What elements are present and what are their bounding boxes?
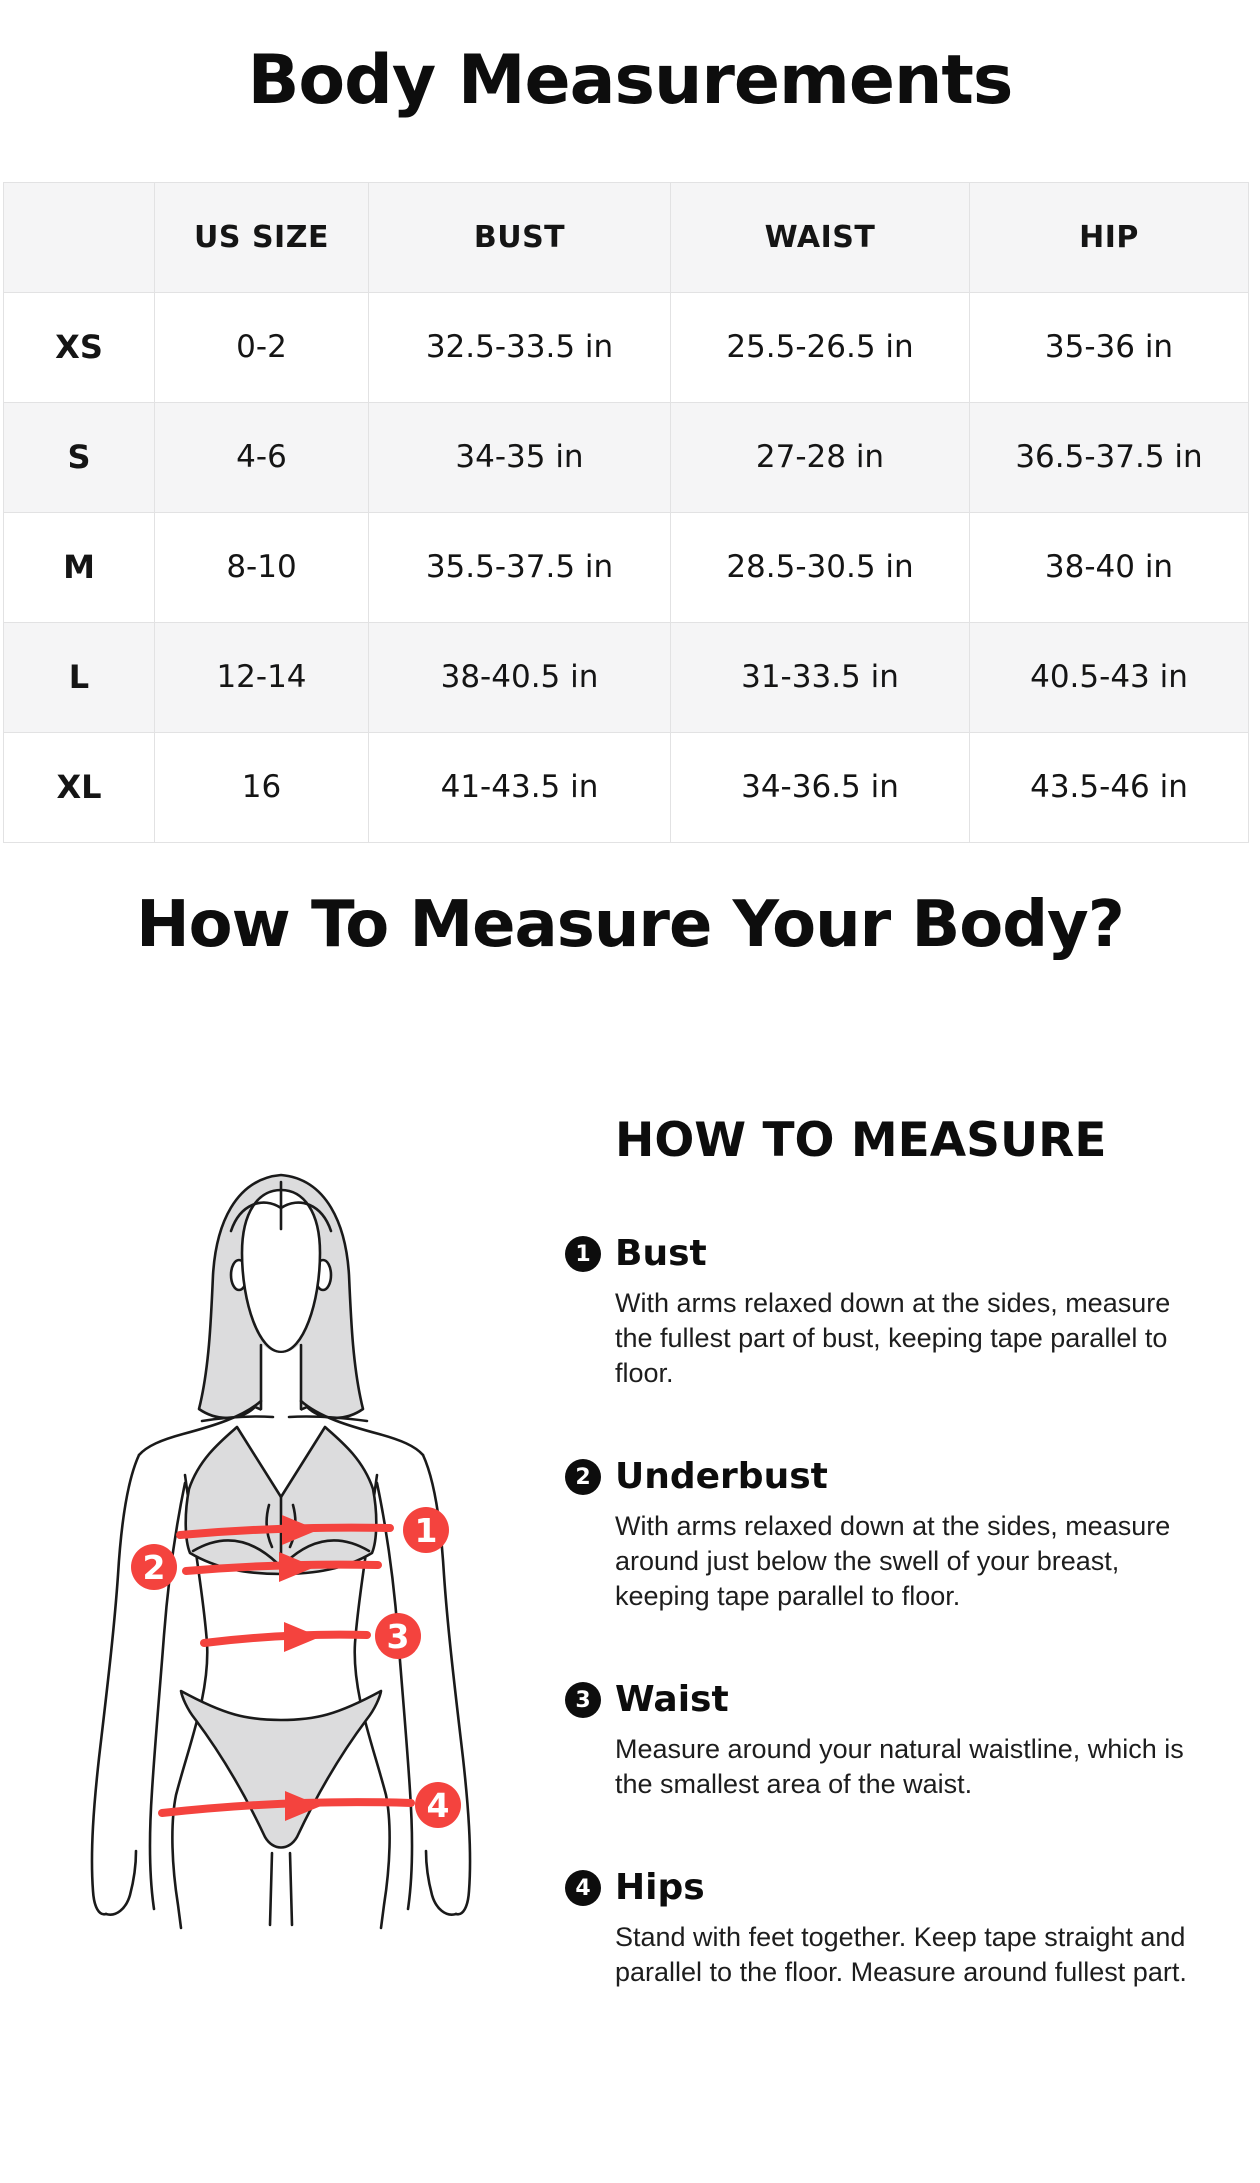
arrow-bust — [282, 1515, 318, 1546]
figure-marker-4-number: 4 — [427, 1786, 450, 1825]
size-label-s: S — [3, 401, 155, 513]
item-label: Bust — [615, 1233, 707, 1275]
cell-m-waist: 28.5-30.5 in — [670, 511, 970, 623]
arrow-underbust — [279, 1552, 315, 1583]
figure-marker-3-number: 3 — [387, 1617, 410, 1656]
measure-section: 1 2 3 4 HOW TO MEASURE 1 Bust With arms … — [0, 1113, 1260, 1990]
header-cell-waist: WAIST — [670, 181, 970, 293]
table-row-l: L 12-14 38-40.5 in 31-33.5 in 40.5-43 in — [3, 621, 1249, 733]
size-label-xl: XL — [3, 731, 155, 843]
body-figure-svg: 1 2 3 4 — [90, 1174, 472, 1930]
cell-xs-us-size: 0-2 — [154, 291, 369, 403]
item-number-badge: 2 — [565, 1459, 601, 1496]
hand-right — [424, 1850, 458, 1917]
cell-l-hip: 40.5-43 in — [969, 621, 1249, 733]
how-to-measure-heading: HOW TO MEASURE — [615, 1113, 1107, 1169]
table-header-row: US SIZE BUST WAIST HIP — [3, 181, 1249, 293]
table-row-s: S 4-6 34-35 in 27-28 in 36.5-37.5 in — [3, 401, 1249, 513]
leg-lines — [268, 1852, 294, 1927]
item-label: Hips — [615, 1867, 705, 1909]
cell-xs-waist: 25.5-26.5 in — [670, 291, 970, 403]
arrow-hips — [285, 1791, 321, 1822]
neck-lines — [259, 1344, 303, 1411]
cell-xs-hip: 35-36 in — [969, 291, 1249, 403]
item-head: 3 Waist — [565, 1678, 1240, 1722]
hairline — [229, 1181, 333, 1233]
figure-marker-3 — [375, 1613, 421, 1660]
size-label-m: M — [3, 511, 155, 623]
page-title: Body Measurements — [247, 41, 1014, 120]
cell-xl-waist: 34-36.5 in — [670, 731, 970, 843]
section-title: How To Measure Your Body? — [136, 887, 1125, 962]
cell-s-waist: 27-28 in — [670, 401, 970, 513]
item-head: 4 Hips — [565, 1866, 1240, 1910]
item-head: 2 Underbust — [565, 1455, 1240, 1499]
header-cell-hip: HIP — [969, 181, 1249, 293]
item-number-badge: 3 — [565, 1682, 601, 1719]
item-description: With arms relaxed down at the sides, mea… — [615, 1288, 1171, 1389]
face-shape — [240, 1189, 322, 1354]
arm-left-outer — [90, 1454, 141, 1916]
cell-m-us-size: 8-10 — [154, 511, 369, 623]
figure-marker-4 — [415, 1782, 461, 1829]
size-table: US SIZE BUST WAIST HIP XS 0-2 32.5-33.5 … — [3, 181, 1249, 843]
cell-s-bust: 34-35 in — [368, 401, 671, 513]
measure-item-underbust: 2 Underbust With arms relaxed down at th… — [565, 1455, 1240, 1614]
table-row-xl: XL 16 41-43.5 in 34-36.5 in 43.5-46 in — [3, 731, 1249, 843]
size-label-xs: XS — [3, 291, 155, 403]
item-description: Stand with feet together. Keep tape stra… — [615, 1922, 1187, 1988]
figure-marker-2-number: 2 — [143, 1548, 166, 1587]
cell-m-bust: 35.5-37.5 in — [368, 511, 671, 623]
cell-l-bust: 38-40.5 in — [368, 621, 671, 733]
measurement-overlays: 1 2 3 4 — [131, 1507, 461, 1829]
neck-fill — [261, 1343, 301, 1416]
cell-s-hip: 36.5-37.5 in — [969, 401, 1249, 513]
shoulder-right — [299, 1400, 425, 1457]
item-head: 1 Bust — [565, 1232, 1240, 1276]
measure-item-waist: 3 Waist Measure around your natural wais… — [565, 1678, 1240, 1802]
measure-item-bust: 1 Bust With arms relaxed down at the sid… — [565, 1232, 1240, 1391]
header-cell-us-size: US SIZE — [154, 181, 369, 293]
table-row-m: M 8-10 35.5-37.5 in 28.5-30.5 in 38-40 i… — [3, 511, 1249, 623]
figure-marker-2 — [131, 1544, 177, 1591]
header-cell-bust: BUST — [368, 181, 671, 293]
item-description: With arms relaxed down at the sides, mea… — [615, 1511, 1171, 1612]
cell-xs-bust: 32.5-33.5 in — [368, 291, 671, 403]
shoulder-left — [137, 1400, 263, 1457]
clavicle-lines — [200, 1415, 369, 1423]
figure-marker-1-number: 1 — [415, 1511, 438, 1550]
cell-xl-hip: 43.5-46 in — [969, 731, 1249, 843]
measure-item-hips: 4 Hips Stand with feet together. Keep ta… — [565, 1866, 1240, 1990]
bikini-shape — [179, 1690, 383, 1850]
item-number-badge: 1 — [565, 1236, 601, 1273]
table-row-xs: XS 0-2 32.5-33.5 in 25.5-26.5 in 35-36 i… — [3, 291, 1249, 403]
how-to-measure-panel: HOW TO MEASURE 1 Bust With arms relaxed … — [565, 1113, 1260, 1990]
cell-xl-us-size: 16 — [154, 731, 369, 843]
size-label-l: L — [3, 621, 155, 733]
cell-l-us-size: 12-14 — [154, 621, 369, 733]
hand-left — [104, 1850, 138, 1917]
size-chart-page: Body Measurements US SIZE BUST WAIST HIP… — [0, 40, 1260, 2183]
item-label: Waist — [615, 1679, 729, 1721]
arrow-waist — [284, 1622, 320, 1653]
arm-left-inner — [148, 1482, 187, 1911]
cell-l-waist: 31-33.5 in — [670, 621, 970, 733]
item-description: Measure around your natural waistline, w… — [615, 1734, 1184, 1800]
cell-xl-bust: 41-43.5 in — [368, 731, 671, 843]
item-label: Underbust — [615, 1456, 828, 1498]
cell-s-us-size: 4-6 — [154, 401, 369, 513]
arm-right-inner — [375, 1482, 414, 1911]
item-number-badge: 4 — [565, 1870, 601, 1907]
header-cell-blank — [3, 181, 155, 293]
body-illustration: 1 2 3 4 — [0, 1113, 565, 1990]
bra-cup-bottoms — [191, 1539, 371, 1565]
figure-marker-1 — [403, 1507, 449, 1554]
cell-m-hip: 38-40 in — [969, 511, 1249, 623]
